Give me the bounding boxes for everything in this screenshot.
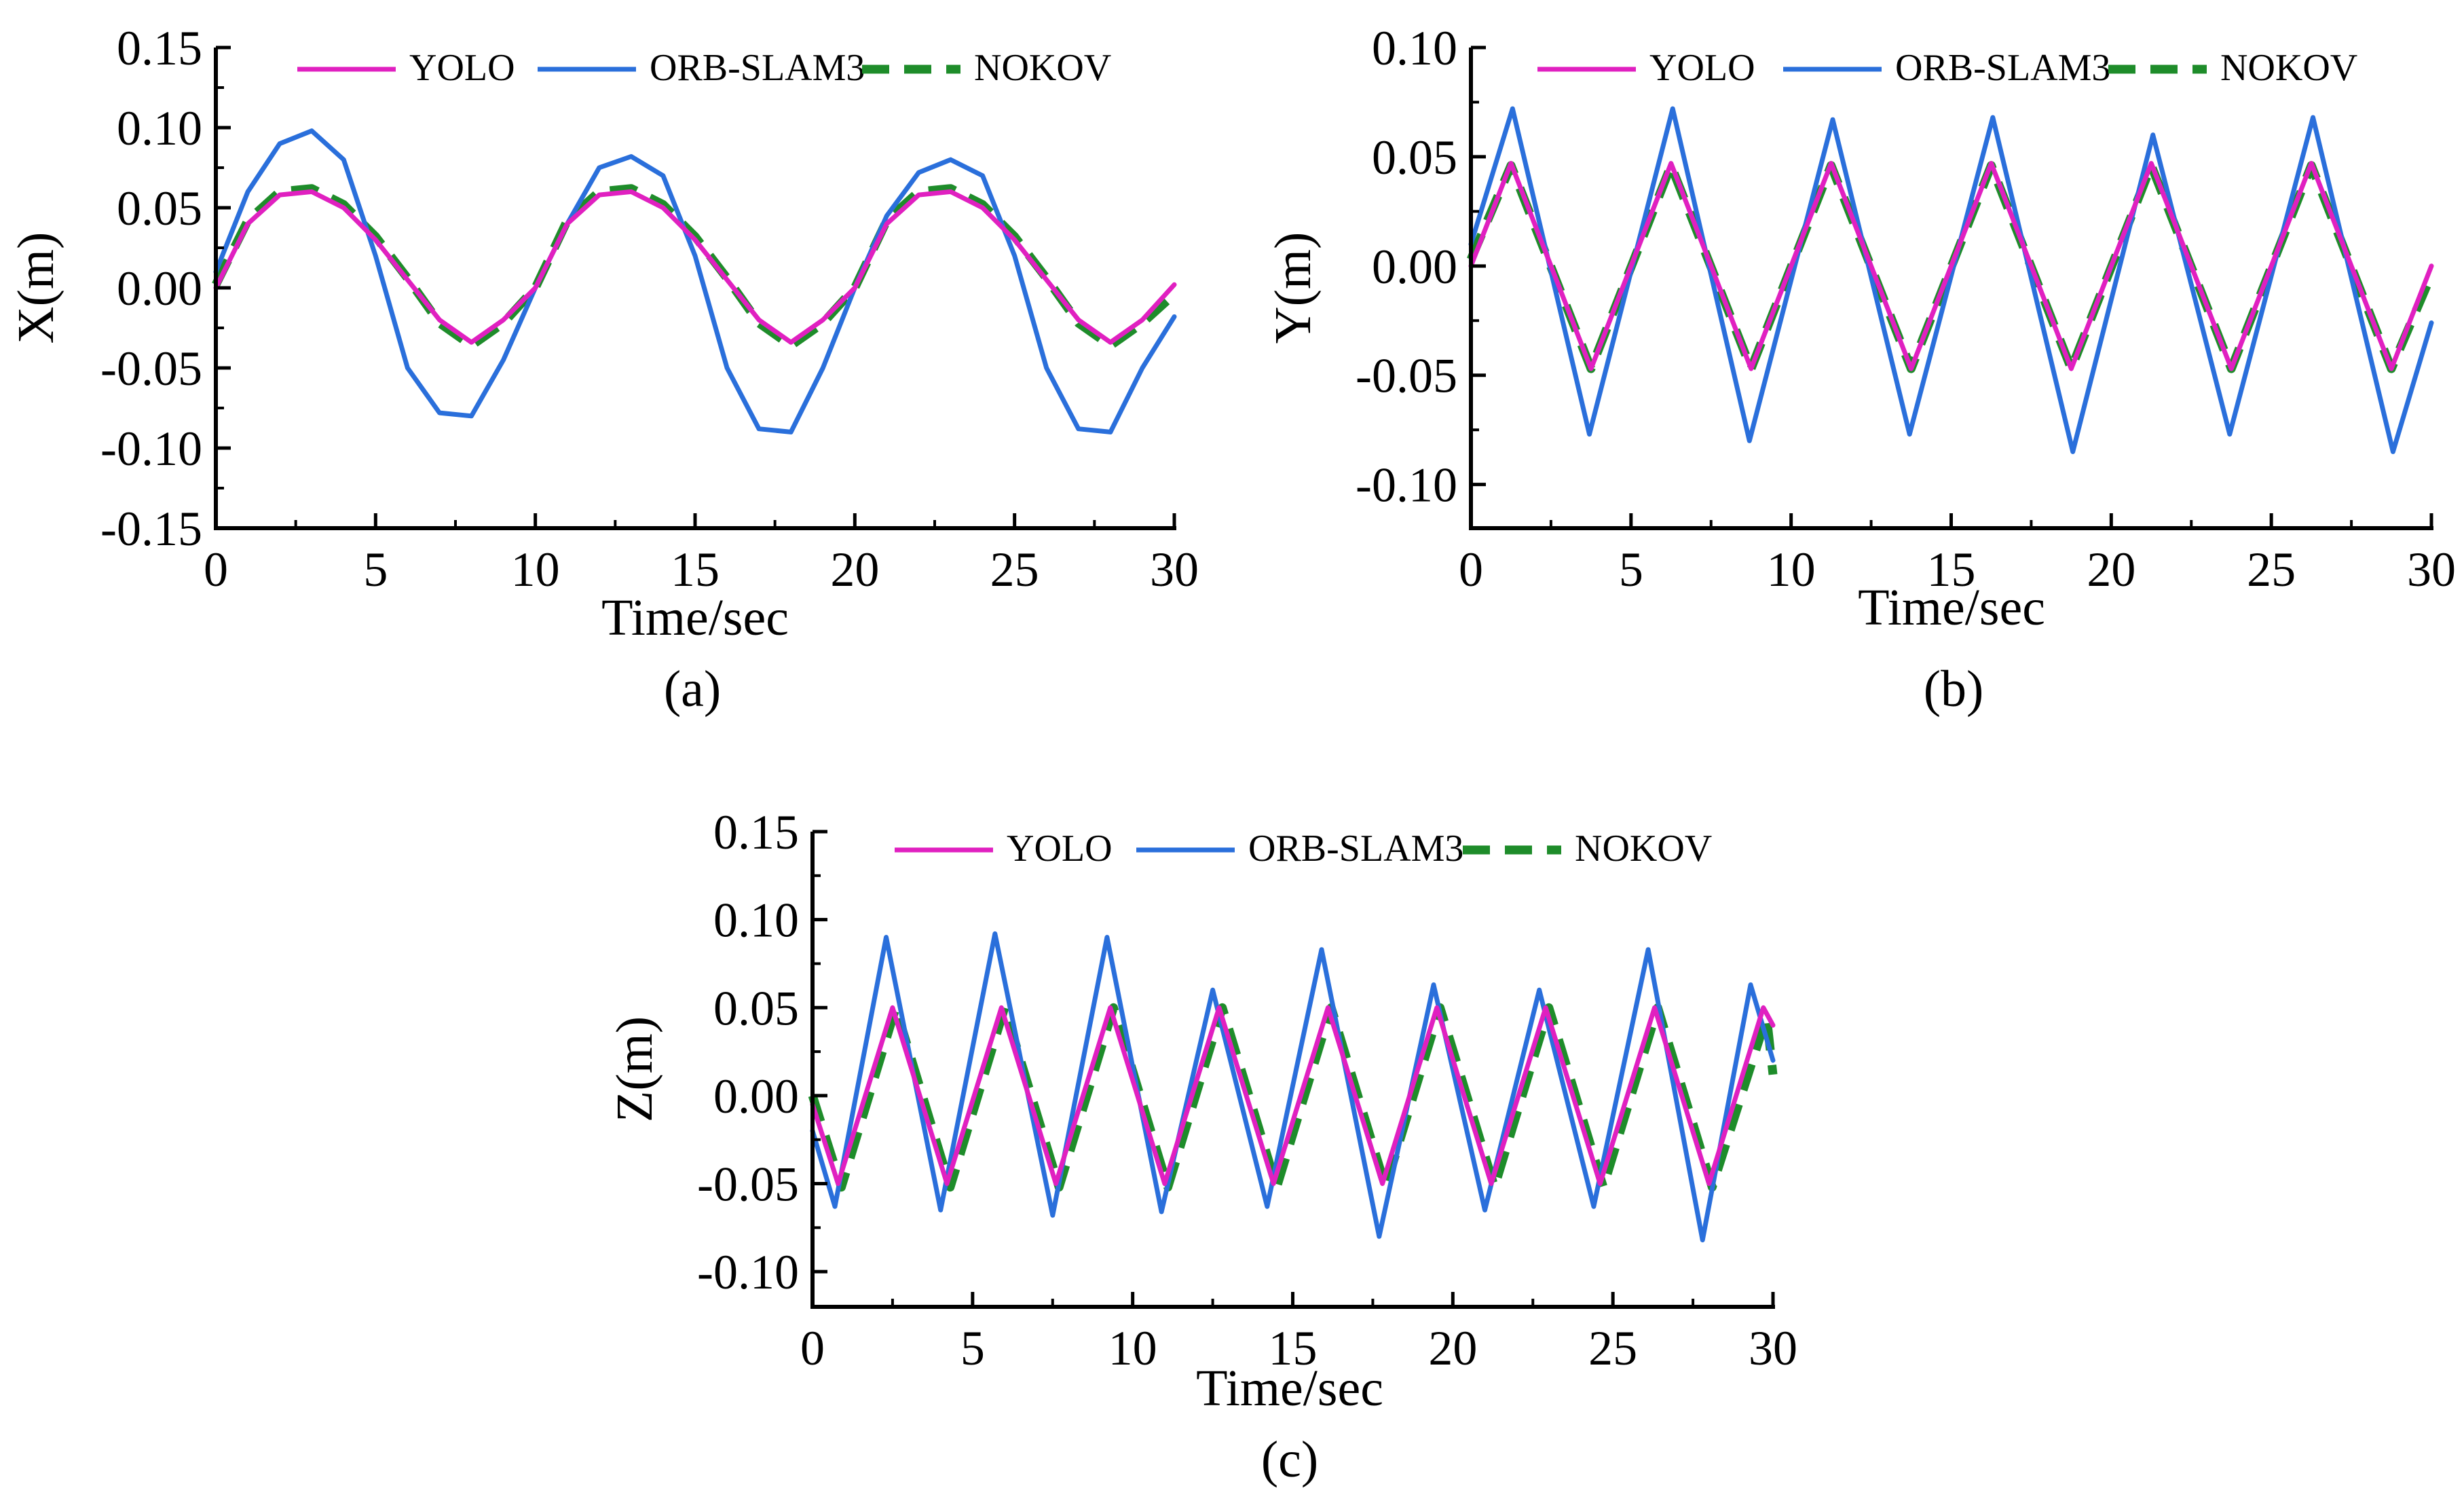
y-tick-label: -0.15 <box>100 502 202 556</box>
x-tick-label: 25 <box>1588 1321 1637 1375</box>
y-tick-label: 0.00 <box>117 261 202 316</box>
chart-panel-c: 0 5 10 15 20 25 30 -0.10 -0.05 0.00 0.05 0.10 0.15 Ti… <box>606 805 1797 1488</box>
panel-caption: (b) <box>1924 661 1984 718</box>
x-tick-label: 15 <box>1269 1321 1318 1375</box>
y-tick-label: 0.05 <box>1372 130 1457 185</box>
x-tick-label: 15 <box>671 542 720 597</box>
y-tick-label: -0.05 <box>697 1157 799 1212</box>
x-tick-label: 10 <box>1767 542 1816 597</box>
y-tick-label: -0.05 <box>1356 349 1457 403</box>
chart-panel-a: 0 5 10 15 20 25 30 -0.15 -0.10 -0.05 0.00 0.05 0.10 0… <box>7 21 1199 718</box>
y-tick-label: 0.10 <box>117 101 202 155</box>
y-tick-label: -0.10 <box>697 1245 799 1299</box>
x-axis-label: Time/sec <box>601 589 789 646</box>
series-line-yolo <box>810 1005 1776 1186</box>
x-tick-label: 25 <box>2247 542 2296 597</box>
x-tick-label: 15 <box>1927 542 1976 597</box>
legend-label-nokov: NOKOV <box>2220 47 2357 89</box>
chart-panel-b: 0 5 10 15 20 25 30 -0.10 -0.05 0.00 0.05 0.10 Time/s… <box>1265 21 2456 718</box>
x-axis-label: Time/sec <box>1196 1360 1383 1417</box>
x-tick-label: 25 <box>990 542 1039 597</box>
legend-label-yolo: YOLO <box>1649 47 1755 89</box>
y-tick-label: 0.00 <box>1372 240 1457 294</box>
legend-label-orb-slam3: ORB-SLAM3 <box>1895 47 2110 89</box>
series-line-nokov <box>808 1003 1778 1192</box>
y-tick-label: 0.15 <box>713 805 799 859</box>
x-tick-label: 20 <box>2087 542 2135 597</box>
y-axis-label: Y(m) <box>1265 232 1322 344</box>
legend-label-yolo: YOLO <box>409 47 515 89</box>
x-tick-label: 20 <box>1428 1321 1477 1375</box>
legend-label-nokov: NOKOV <box>1575 828 1712 870</box>
y-tick-label: -0.10 <box>100 422 202 476</box>
y-axis-label: X(m) <box>7 232 64 344</box>
x-tick-label: 5 <box>1619 542 1643 597</box>
x-tick-label: 10 <box>511 542 560 597</box>
x-axis-label: Time/sec <box>1858 579 2045 636</box>
y-tick-label: -0.05 <box>100 341 202 396</box>
y-tick-label: 0.05 <box>713 981 799 1035</box>
x-tick-label: 0 <box>800 1321 825 1375</box>
series-line-orb-slam3 <box>1468 106 2434 454</box>
y-tick-label: 0.00 <box>713 1069 799 1124</box>
panel-caption: (c) <box>1261 1431 1318 1488</box>
x-tick-label: 5 <box>363 542 388 597</box>
x-tick-label: 5 <box>960 1321 985 1375</box>
x-tick-label: 10 <box>1108 1321 1157 1375</box>
x-tick-label: 0 <box>204 542 228 597</box>
series-line-yolo <box>1468 161 2434 371</box>
x-tick-label: 30 <box>1749 1321 1797 1375</box>
legend-label-yolo: YOLO <box>1007 828 1113 870</box>
legend-label-orb-slam3: ORB-SLAM3 <box>650 47 865 89</box>
y-tick-label: 0.10 <box>1372 21 1457 75</box>
x-tick-label: 0 <box>1459 542 1483 597</box>
x-tick-label: 20 <box>830 542 879 597</box>
y-axis-label: Z(m) <box>606 1016 663 1122</box>
y-tick-label: -0.10 <box>1356 458 1457 513</box>
y-tick-label: 0.10 <box>713 893 799 948</box>
legend-label-nokov: NOKOV <box>974 47 1111 89</box>
x-tick-label: 30 <box>2407 542 2456 597</box>
panel-caption: (a) <box>664 661 721 718</box>
series-line-yolo <box>213 189 1177 345</box>
legend-label-orb-slam3: ORB-SLAM3 <box>1248 828 1463 870</box>
x-tick-label: 30 <box>1150 542 1199 597</box>
y-tick-label: 0.05 <box>117 181 202 236</box>
series-line-orb-slam3 <box>213 128 1177 434</box>
series-line-orb-slam3 <box>810 931 1776 1242</box>
y-tick-label: 0.15 <box>117 21 202 75</box>
